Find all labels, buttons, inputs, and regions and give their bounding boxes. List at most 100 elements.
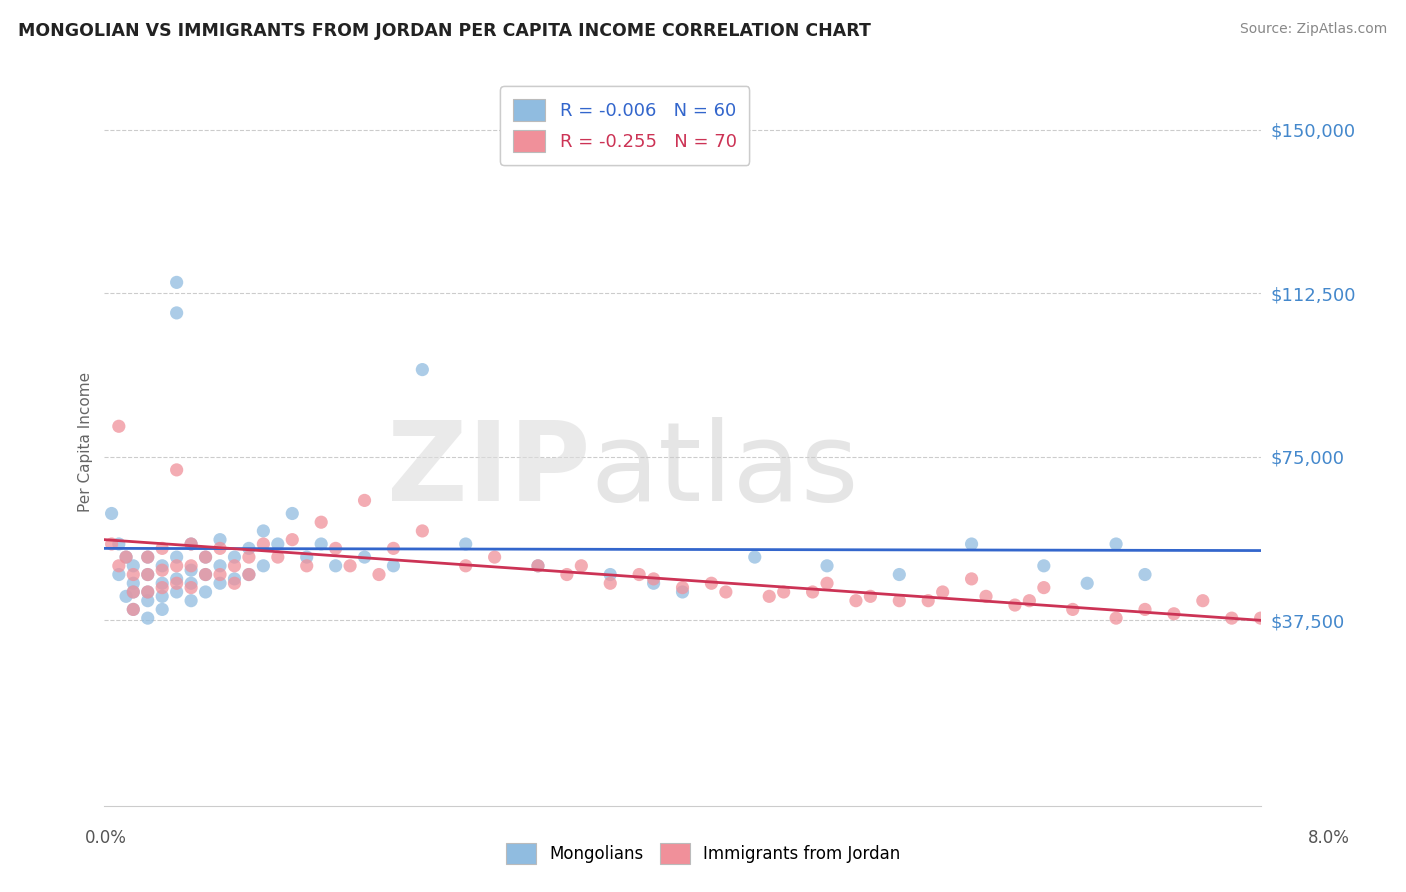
Point [267,537,290,551]
Point [108,558,131,573]
Point [166,558,188,573]
Point [122,585,145,599]
Point [122,602,145,616]
Point [1250,611,1272,625]
Point [599,567,621,582]
Point [281,533,304,547]
Point [1220,611,1243,625]
Point [136,550,159,565]
Point [194,585,217,599]
Point [180,537,202,551]
Point [115,590,138,604]
Point [115,550,138,565]
Point [454,558,477,573]
Point [1004,598,1026,612]
Point [974,590,997,604]
Point [194,567,217,582]
Point [1018,593,1040,607]
Point [100,537,122,551]
Text: 8.0%: 8.0% [1308,829,1350,847]
Point [309,515,332,529]
Point [115,550,138,565]
Point [411,524,433,538]
Point [180,576,202,591]
Point [166,576,188,591]
Point [208,567,231,582]
Point [166,463,188,477]
Point [1191,593,1213,607]
Point [643,572,665,586]
Point [700,576,723,591]
Y-axis label: Per Capita Income: Per Capita Income [79,371,93,512]
Legend: R = -0.006   N = 60, R = -0.255   N = 70: R = -0.006 N = 60, R = -0.255 N = 70 [501,87,749,165]
Point [917,593,939,607]
Point [801,585,824,599]
Point [122,576,145,591]
Point [150,558,173,573]
Point [224,572,246,586]
Point [1032,558,1054,573]
Point [555,567,578,582]
Point [671,581,693,595]
Point [136,593,159,607]
Point [309,537,332,551]
Point [1133,567,1156,582]
Point [166,550,188,565]
Point [150,590,173,604]
Point [960,572,983,586]
Point [252,524,274,538]
Point [845,593,868,607]
Point [150,563,173,577]
Point [382,558,405,573]
Point [136,567,159,582]
Point [180,593,202,607]
Point [295,558,318,573]
Point [180,537,202,551]
Point [122,585,145,599]
Point [166,585,188,599]
Point [122,602,145,616]
Point [166,572,188,586]
Point [224,558,246,573]
Point [136,585,159,599]
Point [208,533,231,547]
Point [238,567,260,582]
Point [815,576,838,591]
Point [238,541,260,556]
Point [1105,611,1128,625]
Point [180,563,202,577]
Point [353,493,375,508]
Point [194,550,217,565]
Point [454,537,477,551]
Text: ZIP: ZIP [387,417,591,524]
Point [180,558,202,573]
Point [108,537,131,551]
Point [368,567,391,582]
Point [122,567,145,582]
Point [238,550,260,565]
Point [224,550,246,565]
Point [628,567,651,582]
Text: 0.0%: 0.0% [84,829,127,847]
Point [136,567,159,582]
Point [643,576,665,591]
Text: atlas: atlas [591,417,859,524]
Point [353,550,375,565]
Point [194,567,217,582]
Point [339,558,361,573]
Point [1133,602,1156,616]
Point [150,576,173,591]
Point [208,576,231,591]
Point [136,550,159,565]
Point [815,558,838,573]
Point [208,541,231,556]
Point [325,541,347,556]
Point [295,550,318,565]
Point [599,576,621,591]
Point [411,362,433,376]
Point [758,590,780,604]
Point [931,585,953,599]
Point [889,567,911,582]
Point [150,602,173,616]
Point [1163,607,1185,621]
